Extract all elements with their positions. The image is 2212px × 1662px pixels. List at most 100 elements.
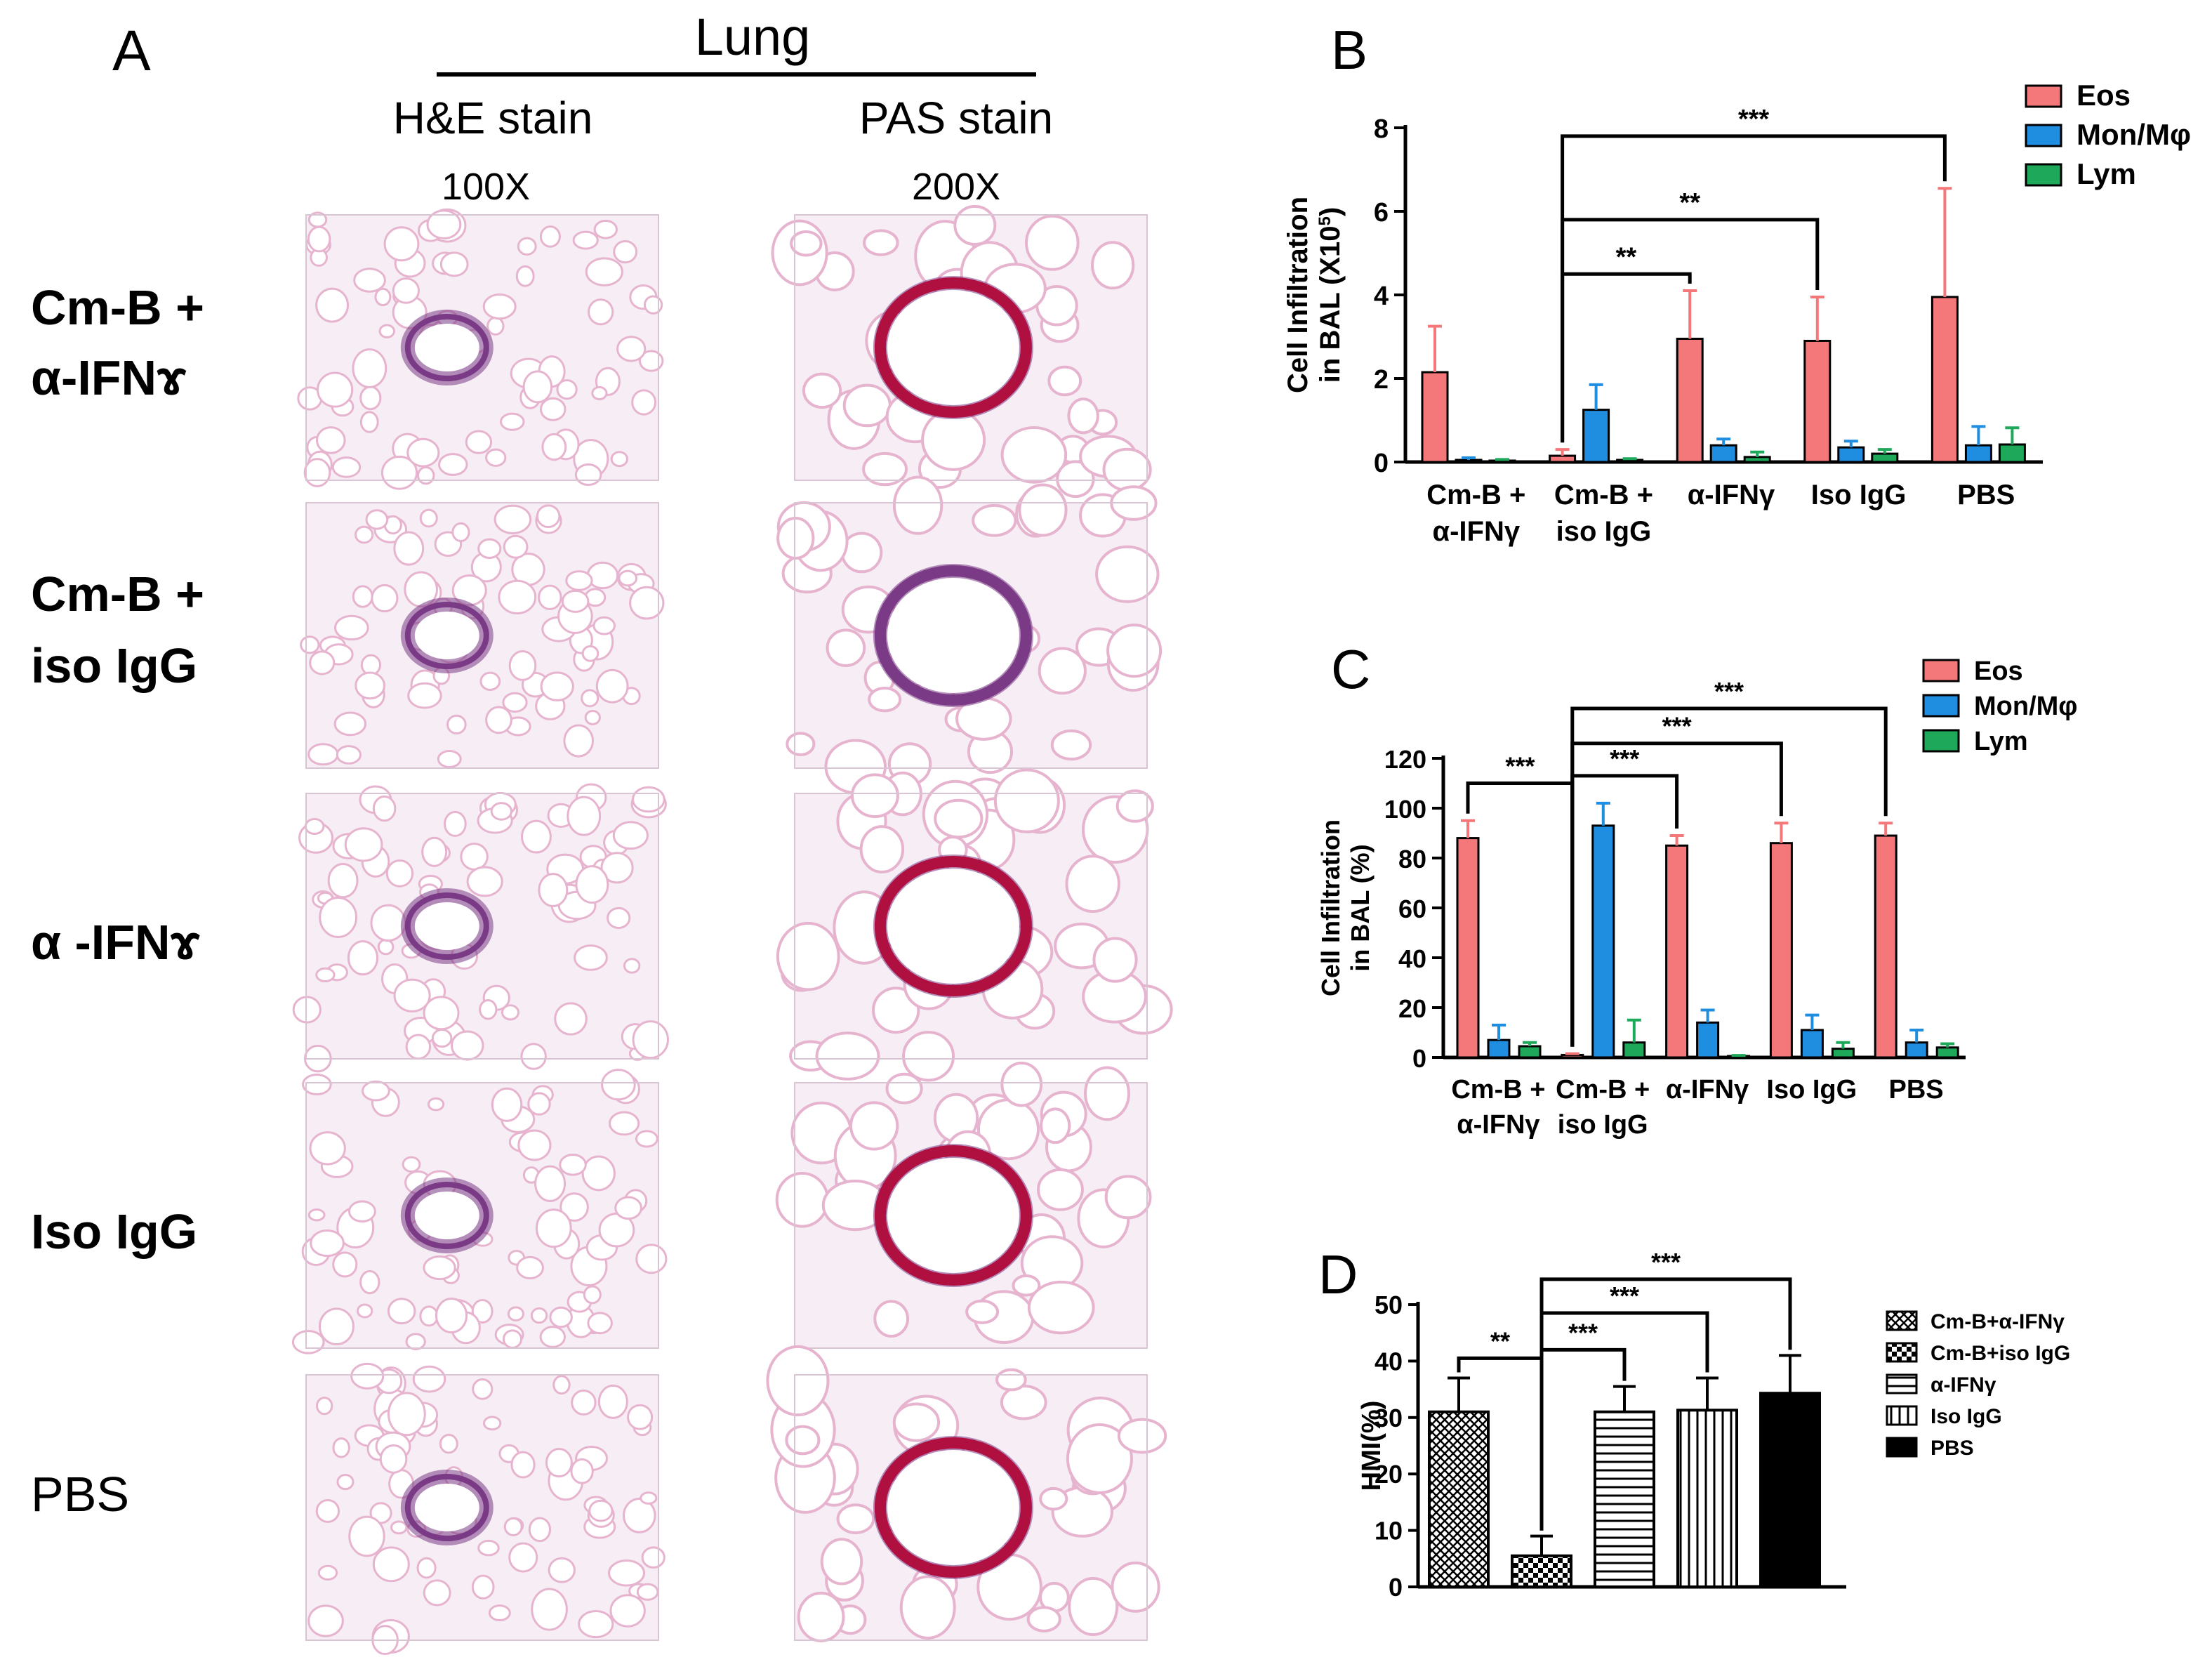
alveolar-space — [423, 1255, 456, 1281]
significance-bracket — [1561, 272, 1692, 443]
legend-label-2: Mon/Mφ — [1974, 692, 2077, 721]
bar-Lym-4 — [1871, 452, 1899, 463]
y-tick-label: 30 — [1375, 1404, 1403, 1432]
y-tick-label: 80 — [1398, 845, 1426, 873]
alveolar-space — [1095, 545, 1160, 603]
y-axis-label-text: in BAL (X10 — [1315, 225, 1346, 383]
bar-Mon/Mφ-5 — [1964, 444, 1992, 463]
tile-border — [305, 1374, 659, 1641]
alveolar-space — [292, 996, 322, 1024]
x-category-label: PBS — [1889, 1075, 1944, 1104]
alveolar-space — [559, 1192, 589, 1222]
alveolar-space — [591, 385, 608, 401]
alveolar-space — [344, 827, 383, 862]
alveolar-space — [635, 1130, 658, 1148]
bar-Mon/Mφ-4 — [1837, 446, 1865, 463]
alveolar-space — [572, 230, 599, 250]
alveolar-space — [581, 689, 600, 708]
legend-swatch-2 — [2025, 124, 2062, 147]
alveolar-space — [466, 866, 503, 897]
alveolar-space — [548, 1557, 576, 1583]
alveolar-space — [383, 226, 420, 262]
legend-swatch-2 — [1886, 1342, 1918, 1363]
panel-a-letter: A — [112, 19, 151, 83]
alveolar-space — [1012, 1274, 1041, 1297]
row-label-4: Iso IgG — [31, 1204, 197, 1259]
alveolar-space — [431, 1028, 453, 1048]
alveolar-space — [972, 503, 1017, 537]
airway-epithelium — [874, 565, 1032, 706]
alveolar-space — [609, 1594, 646, 1628]
alveolar-space — [327, 862, 359, 899]
alveolar-space — [587, 298, 614, 326]
alveolar-space — [437, 750, 462, 768]
alveolar-space — [539, 225, 561, 248]
alveolar-space — [471, 1299, 494, 1324]
alveolar-space — [627, 1404, 654, 1430]
alveolar-space — [407, 682, 442, 709]
x-category-label-line2: iso IgG — [1558, 1110, 1648, 1140]
bar-Mon/Mφ-2 — [1591, 824, 1615, 1059]
alveolar-space — [592, 616, 616, 635]
alveolar-space — [355, 671, 385, 700]
significance-label: *** — [1505, 752, 1535, 781]
bar-Eos-3 — [1665, 844, 1689, 1059]
alveolar-space — [612, 821, 649, 850]
alveolar-space — [419, 1305, 439, 1327]
alveolar-space — [1106, 624, 1163, 678]
alveolar-space — [623, 958, 641, 974]
y-tick-label: 0 — [1412, 1044, 1426, 1073]
alveolar-space — [530, 1307, 548, 1324]
legend-label-1: Cm-B+α-IFNγ — [1930, 1310, 2065, 1333]
alveolar-space — [632, 786, 665, 813]
significance-label: *** — [1651, 1248, 1681, 1277]
panel-a: A Lung H&E stain PAS stain 100X 200X Cm-… — [31, 8, 1173, 1656]
alveolar-space — [515, 265, 535, 287]
alveolar-space — [965, 1299, 1000, 1324]
alveolar-space — [491, 1087, 523, 1122]
alveolar-space — [574, 944, 608, 971]
micrograph-tile-r3-c2 — [776, 768, 1173, 1082]
y-axis-label: HMI(%) — [1357, 1401, 1386, 1491]
bar-Eos-1 — [1456, 837, 1480, 1059]
alveolar-space — [365, 509, 389, 530]
alveolar-space — [934, 798, 984, 839]
legend-label-5: PBS — [1930, 1437, 1974, 1460]
alveolar-space — [631, 389, 657, 416]
airway-lumen — [414, 1192, 479, 1239]
alveolar-space — [331, 456, 362, 478]
alveolar-space — [439, 251, 469, 277]
airway-lumen — [887, 1158, 1019, 1273]
airway-epithelium — [874, 277, 1032, 418]
alveolar-space — [538, 584, 562, 611]
alveolar-space — [571, 1390, 597, 1416]
alveolar-space — [347, 1200, 376, 1223]
alveolar-space — [303, 458, 331, 487]
alveolar-space — [623, 1498, 656, 1534]
panel-b-chart: B 0 2 4 6 8 Cell Infiltration in BAL (X105) Cm-… — [1283, 19, 2191, 547]
micrograph-tile-r1-c2 — [771, 204, 1152, 499]
row-label-2-line2: iso IgG — [31, 638, 197, 693]
alveolar-space — [775, 1171, 829, 1228]
alveolar-space — [498, 579, 537, 614]
significance-bracket — [1570, 774, 1679, 1047]
alveolar-space — [786, 732, 816, 756]
alveolar-space — [503, 534, 529, 559]
alveolar-space — [333, 711, 367, 737]
alveolar-space — [359, 385, 382, 411]
alveolar-space — [302, 1074, 332, 1095]
alveolar-space — [584, 709, 601, 725]
alveolar-space — [993, 768, 1060, 833]
column-1-stain-label: H&E stain — [393, 93, 593, 143]
alveolar-space — [502, 692, 528, 713]
alveolar-space — [510, 1451, 536, 1479]
column-1-magnification: 100X — [442, 166, 530, 208]
alveolar-space — [850, 773, 899, 818]
bar-Eos-4 — [1769, 842, 1793, 1059]
alveolar-space — [517, 1129, 552, 1161]
alveolar-space — [610, 451, 628, 468]
alveolar-space — [863, 229, 899, 256]
alveolar-space — [359, 411, 379, 433]
alveolar-space — [503, 1517, 523, 1536]
alveolar-space — [460, 843, 489, 871]
